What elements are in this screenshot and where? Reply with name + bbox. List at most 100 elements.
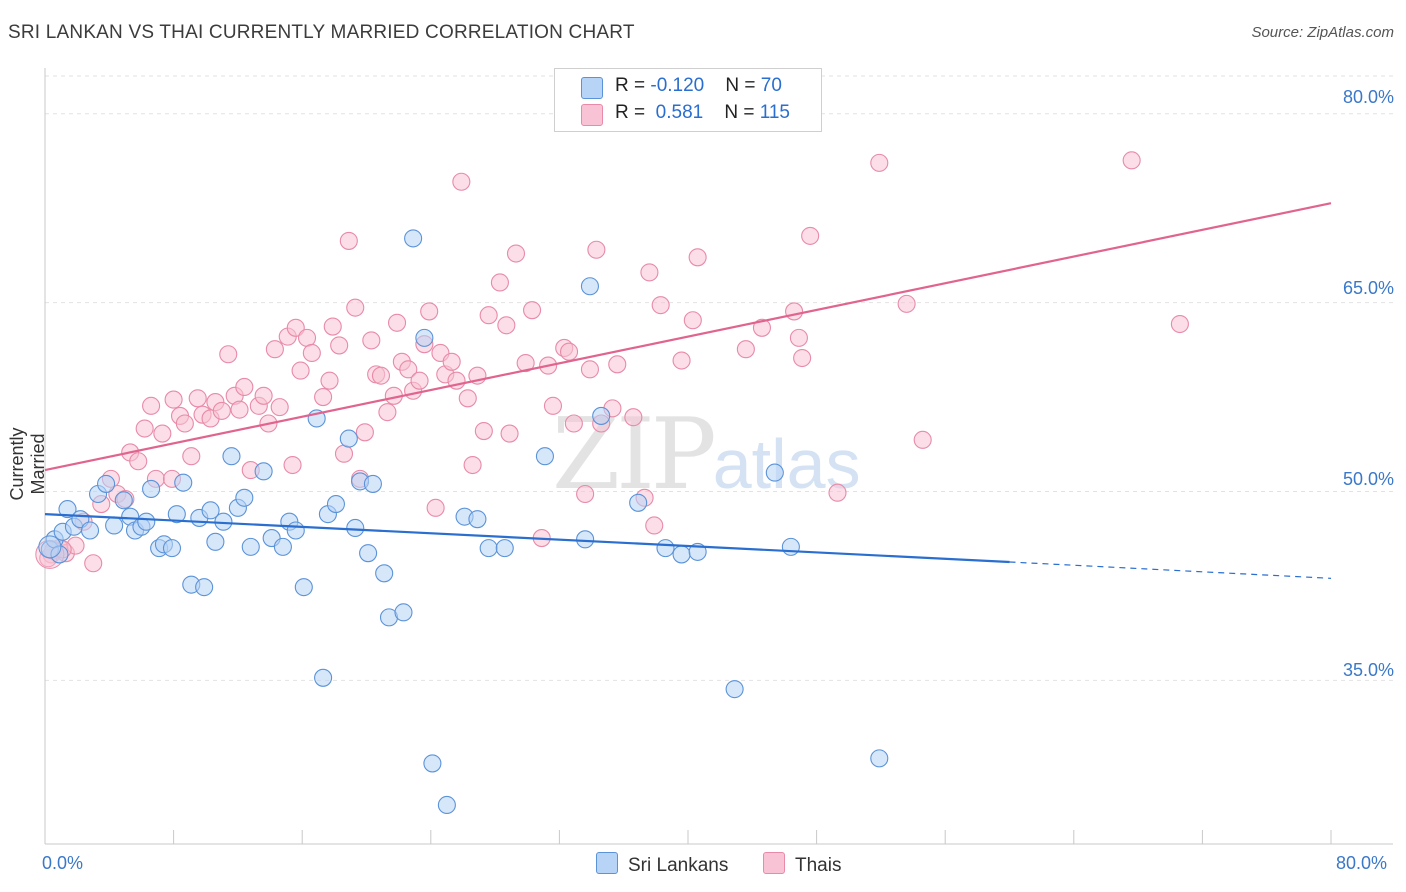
- data-point: [442, 352, 461, 371]
- data-point: [302, 343, 321, 363]
- data-point: [153, 424, 172, 443]
- data-point: [235, 488, 254, 507]
- data-point: [587, 240, 606, 259]
- data-point: [452, 172, 471, 191]
- data-point: [355, 423, 374, 442]
- data-point: [378, 403, 397, 422]
- data-point: [230, 400, 249, 419]
- data-point: [201, 501, 220, 520]
- data-point: [97, 474, 116, 493]
- data-point: [1170, 314, 1189, 334]
- data-point: [479, 539, 498, 558]
- data-point: [330, 336, 349, 355]
- data-point: [785, 302, 804, 321]
- data-point: [142, 479, 161, 499]
- data-point: [212, 401, 231, 420]
- legend-label: Sri Lankans: [628, 855, 729, 876]
- data-point: [206, 532, 225, 551]
- legend-r-value: 0.581: [650, 102, 704, 123]
- x-tick-label-max: 80.0%: [1336, 853, 1388, 873]
- legend-swatch-pink: [763, 852, 785, 874]
- data-point: [516, 354, 535, 373]
- legend-swatch-blue: [596, 852, 618, 874]
- data-point: [1122, 151, 1141, 170]
- data-point: [326, 495, 346, 514]
- data-point: [84, 554, 103, 573]
- data-point: [254, 386, 273, 405]
- data-point: [167, 505, 186, 524]
- data-point: [479, 306, 498, 325]
- data-point: [363, 474, 382, 493]
- data-point: [195, 578, 214, 597]
- data-point: [222, 447, 241, 466]
- data-point: [500, 424, 519, 443]
- data-point: [339, 429, 358, 448]
- data-point: [80, 521, 100, 540]
- data-point: [294, 578, 313, 597]
- legend-n-label: N =: [724, 102, 760, 123]
- data-point: [672, 351, 691, 370]
- data-point: [334, 444, 354, 463]
- data-point: [320, 371, 339, 390]
- data-point: [404, 229, 423, 248]
- data-point: [535, 447, 554, 466]
- legend-n-value: 70: [760, 75, 782, 96]
- data-point: [314, 668, 333, 687]
- data-point: [362, 331, 381, 350]
- data-point: [291, 361, 310, 380]
- data-point: [870, 749, 889, 768]
- stats-legend: R = -0.120 N = 70 R = 0.581 N = 115: [554, 68, 822, 132]
- data-point: [105, 516, 124, 535]
- legend-swatch-pink: [581, 104, 603, 126]
- data-point: [629, 493, 648, 512]
- data-point: [781, 537, 800, 556]
- data-point: [752, 318, 771, 337]
- data-point-cluster: [38, 535, 62, 559]
- data-point: [725, 680, 744, 699]
- data-point: [375, 564, 394, 583]
- data-point: [672, 545, 691, 564]
- data-point: [801, 226, 820, 245]
- legend-label: Thais: [795, 855, 842, 876]
- data-point: [114, 491, 133, 510]
- data-point: [265, 340, 284, 359]
- legend-swatch-blue: [581, 77, 603, 99]
- legend-r-label: R =: [615, 102, 651, 123]
- data-point: [286, 521, 305, 540]
- data-point: [387, 313, 407, 332]
- data-point: [162, 539, 182, 558]
- data-point: [624, 408, 643, 427]
- data-point: [793, 348, 812, 368]
- data-point: [640, 263, 659, 282]
- y-axis-label: Currently Married: [7, 427, 48, 501]
- data-point: [683, 311, 702, 330]
- data-point: [182, 447, 201, 466]
- data-point: [426, 498, 445, 517]
- data-point: [142, 396, 161, 415]
- data-point: [828, 483, 847, 502]
- data-point: [651, 296, 670, 315]
- legend-r-value: -0.120: [650, 75, 705, 96]
- data-point: [495, 539, 514, 558]
- data-point: [235, 377, 254, 397]
- data-point: [415, 328, 434, 347]
- legend-n-label: N =: [725, 75, 761, 96]
- y-tick-label: 80.0%: [1342, 87, 1394, 107]
- legend-item-thais[interactable]: Thais: [763, 852, 841, 877]
- trend-lines: [44, 202, 1332, 579]
- data-point: [490, 273, 509, 292]
- data-point: [254, 462, 273, 481]
- data-point: [656, 539, 675, 558]
- data-point: [789, 328, 808, 347]
- data-point: [346, 518, 365, 538]
- legend-item-sri-lankans[interactable]: Sri Lankans: [596, 852, 728, 877]
- data-point: [270, 398, 289, 417]
- data-point: [410, 371, 429, 390]
- data-point: [580, 277, 599, 296]
- data-point: [219, 345, 238, 364]
- data-point: [497, 316, 516, 335]
- source-label: Source: ZipAtlas.com: [1251, 24, 1394, 41]
- data-point: [129, 452, 148, 471]
- grid-lines: [45, 75, 1393, 681]
- data-point: [870, 153, 889, 172]
